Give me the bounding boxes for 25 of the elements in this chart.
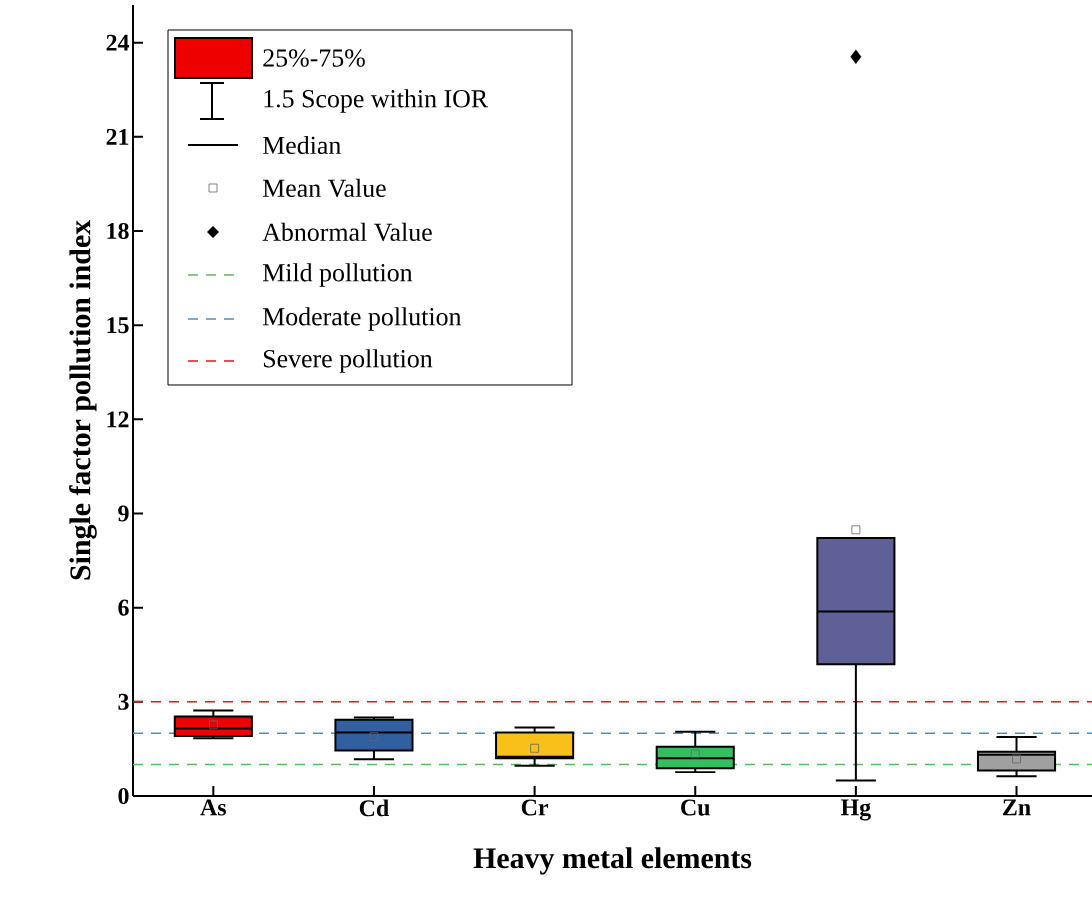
y-tick-label: 18 — [107, 222, 129, 240]
y-tick-label: 15 — [107, 317, 129, 334]
x-tick-label: Hg — [841, 799, 871, 821]
annotation: Abnormal Value — [262, 222, 432, 242]
y-tick-label: 6 — [118, 599, 129, 616]
legend-label: Severe pollution — [263, 349, 433, 373]
y-tick-label: 12 — [107, 411, 129, 428]
y-tick-label: 24 — [106, 34, 130, 51]
y-axis-title: Single factor pollution index — [69, 220, 97, 580]
x-tick-label: Cu — [681, 799, 710, 816]
x-axis-title: Heavy metal elements — [473, 847, 752, 875]
x-tick-label: Cr — [521, 799, 549, 816]
annotation: Median — [262, 135, 341, 155]
legend-label: Mild pollution — [262, 263, 413, 287]
y-tick-label: 0 — [118, 787, 129, 805]
y-tick-label: 9 — [118, 505, 129, 522]
annotation: 1.5 Scope within IOR — [264, 89, 489, 113]
x-tick-label: As — [200, 799, 227, 816]
x-tick-label: Zn — [1003, 799, 1031, 816]
x-tick-label: Cd — [359, 799, 389, 817]
legend-label: Moderate pollution — [262, 307, 462, 331]
y-tick-label: 21 — [106, 128, 129, 145]
annotation: Mean Value — [262, 178, 386, 198]
annotation: 25%-75% — [263, 49, 365, 67]
y-tick-label: 3 — [118, 693, 129, 710]
